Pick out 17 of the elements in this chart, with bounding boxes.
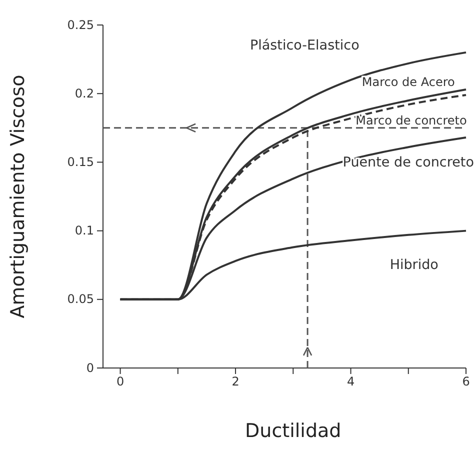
- x-tick-label: 2: [232, 374, 240, 389]
- series-label: Hibrido: [390, 257, 438, 274]
- series-label: Marco de concreto: [356, 113, 467, 128]
- x-tick-label: 4: [346, 374, 355, 389]
- series-label: Marco de Acero: [362, 75, 455, 90]
- y-tick-label: 0.05: [67, 292, 94, 306]
- x-tick-label: 0: [116, 374, 124, 389]
- series-label: Plástico-Elastico: [250, 38, 360, 54]
- y-tick-label: 0.15: [67, 155, 94, 170]
- x-tick-label: 6: [462, 374, 470, 389]
- y-tick-label: 0.25: [67, 18, 94, 32]
- y-tick-label: 0: [86, 360, 94, 375]
- y-tick-label: 0.1: [74, 224, 94, 238]
- series-label: Puente de concreto: [342, 154, 474, 170]
- y-axis-title: Amortiguamiento Viscoso: [7, 74, 29, 318]
- x-axis-title: Ductilidad: [245, 420, 342, 442]
- y-tick-label: 0.2: [74, 86, 94, 100]
